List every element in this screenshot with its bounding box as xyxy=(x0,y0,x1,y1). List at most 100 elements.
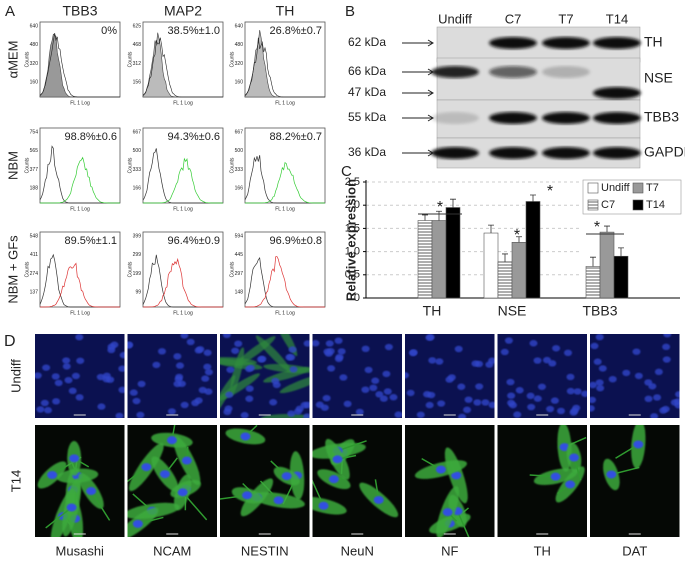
histogram-tick-label: 377 xyxy=(30,167,39,173)
nucleus xyxy=(204,350,212,356)
legend-label: T7 xyxy=(646,182,659,194)
nucleus xyxy=(76,358,84,364)
histogram-tick-label: 137 xyxy=(30,290,39,296)
legend-label: C7 xyxy=(601,199,615,211)
nucleus xyxy=(110,342,118,348)
nucleus xyxy=(501,349,509,355)
micrograph-content xyxy=(311,334,402,418)
nucleus xyxy=(382,371,390,377)
nucleus xyxy=(158,348,166,354)
nucleus xyxy=(427,334,435,340)
histogram-y-label: Counts xyxy=(24,51,30,67)
marker-label: 62 kDa xyxy=(348,35,386,49)
nucleus xyxy=(527,393,535,399)
significance-marker: * xyxy=(514,227,520,244)
histogram-tick-label: 548 xyxy=(30,233,39,239)
histogram-tick-label: 754 xyxy=(30,129,39,135)
nucleus xyxy=(574,388,582,394)
nucleus xyxy=(182,457,192,465)
percent-label: 88.2%±0.7 xyxy=(269,131,322,143)
nucleus xyxy=(323,395,331,401)
nucleus xyxy=(303,413,311,419)
micrograph xyxy=(498,422,590,537)
nucleus xyxy=(152,362,160,368)
blot-band xyxy=(489,66,537,78)
nucleus xyxy=(240,432,250,440)
marker-label: 47 kDa xyxy=(348,85,386,99)
nucleus xyxy=(506,379,514,385)
y-axis-label: Relative expression xyxy=(343,179,358,301)
nucleus xyxy=(475,383,483,389)
nucleus xyxy=(448,374,456,380)
bar xyxy=(512,242,526,298)
nucleus xyxy=(455,346,463,352)
nucleus xyxy=(551,473,561,481)
nucleus xyxy=(245,366,253,372)
legend-swatch xyxy=(588,183,598,193)
micrograph xyxy=(311,334,402,418)
histogram-tick-label: 160 xyxy=(30,80,39,86)
histogram-x-label: FL 1 Log xyxy=(173,100,193,106)
marker-label: 66 kDa xyxy=(348,64,386,78)
nucleus xyxy=(362,346,370,352)
histogram-tick-label: 199 xyxy=(133,271,142,277)
column-label: NCAM xyxy=(153,543,191,558)
nucleus xyxy=(304,402,312,408)
nucleus xyxy=(663,331,671,337)
nucleus xyxy=(650,413,658,419)
nucleus xyxy=(72,373,80,379)
histogram-y-label: Counts xyxy=(127,51,133,67)
nucleus xyxy=(505,337,513,343)
nucleus xyxy=(133,398,141,404)
x-tick-label: TH xyxy=(423,303,442,319)
nucleus xyxy=(160,470,170,478)
percent-label: 38.5%±1.0 xyxy=(167,25,220,37)
nucleus xyxy=(86,487,96,495)
micrograph-content xyxy=(587,331,683,420)
nucleus xyxy=(622,370,630,376)
histogram-tick-label: 312 xyxy=(133,61,142,67)
nucleus xyxy=(69,454,79,462)
column-label: NESTIN xyxy=(241,543,289,558)
micrograph xyxy=(587,331,683,420)
histogram-x-label: FL 1 Log xyxy=(70,310,90,316)
nucleus xyxy=(566,374,574,380)
nucleus xyxy=(513,411,521,417)
marker-label: 36 kDa xyxy=(348,145,386,159)
legend-swatch xyxy=(633,183,643,193)
histogram-tick-label: 156 xyxy=(133,80,142,86)
nucleus xyxy=(534,395,542,401)
nucleus xyxy=(551,397,559,403)
blot-band xyxy=(431,66,479,78)
nucleus xyxy=(41,400,49,406)
marker-label: 55 kDa xyxy=(348,110,386,124)
micrograph-content xyxy=(34,425,125,546)
histogram-tick-label: 148 xyxy=(235,290,244,296)
nucleus xyxy=(175,376,183,382)
protein-label: TBB3 xyxy=(644,109,679,125)
nucleus xyxy=(294,408,302,414)
nucleus xyxy=(118,365,126,371)
nucleus xyxy=(485,361,493,367)
nucleus xyxy=(180,332,188,338)
percent-label: 96.9%±0.8 xyxy=(269,235,322,247)
nucleus xyxy=(671,399,679,405)
nucleus xyxy=(141,463,151,471)
micrograph xyxy=(219,425,309,537)
nucleus xyxy=(42,364,50,370)
error-bar xyxy=(502,254,508,262)
nucleus xyxy=(205,369,213,375)
nucleus xyxy=(663,356,671,362)
histogram-tick-label: 99 xyxy=(135,290,141,296)
nucleus xyxy=(199,387,207,393)
nucleus xyxy=(242,491,252,499)
protein-label: NSE xyxy=(644,70,673,86)
histogram-x-label: FL 1 Log xyxy=(173,206,193,212)
nucleus xyxy=(581,391,589,397)
column-label: NF xyxy=(441,543,458,558)
micrograph-content xyxy=(405,425,495,540)
nucleus xyxy=(67,503,77,511)
histogram-y-label: Counts xyxy=(229,157,235,173)
nucleus xyxy=(465,396,473,402)
nucleus xyxy=(282,472,292,480)
